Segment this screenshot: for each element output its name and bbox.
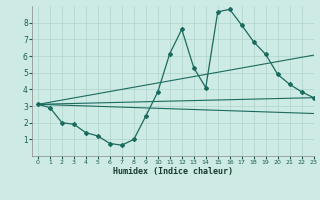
X-axis label: Humidex (Indice chaleur): Humidex (Indice chaleur) — [113, 167, 233, 176]
